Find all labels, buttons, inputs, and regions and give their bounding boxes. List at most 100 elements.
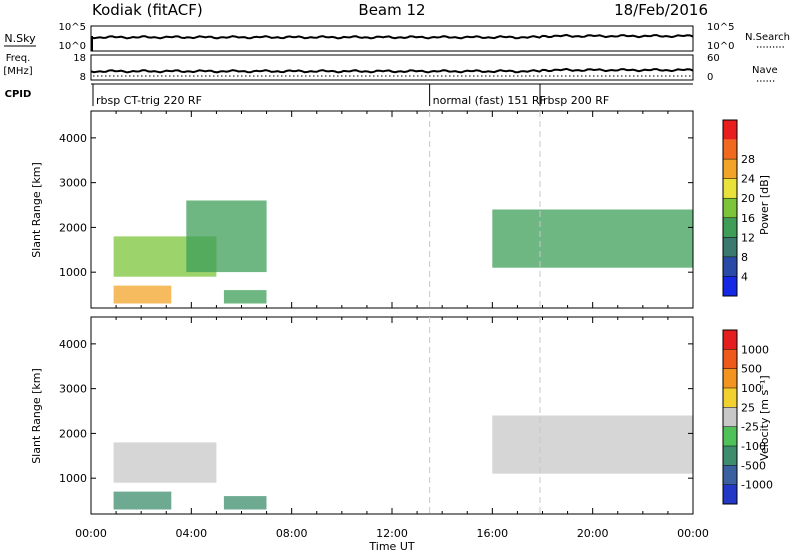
power-ytick-label-3: 4000 [59,132,87,145]
cpid-label-0: rbsp CT-trig 220 RF [96,94,202,107]
power-colorbar-cell-7 [723,256,737,277]
velocity-panel: 1000 2000 3000 4000 00:00 04:00 08:00 12:00 16:… [30,316,709,553]
power-ytick-label-2: 3000 [59,177,87,190]
nsky-right-tick-top: 10^5 [707,22,734,33]
freq-right-tick-top: 60 [707,53,720,64]
power-colorbar-label-3: 16 [741,212,755,225]
power-colorbar-cell-0 [723,120,737,140]
velocity-ytick-label-1: 2000 [59,427,87,440]
velocity-colorbar-cell-0 [723,330,737,350]
velocity-colorbar-frame [722,329,738,505]
velocity-colorbar-cell-3 [723,388,737,408]
velocity-colorbar-cell-8 [723,484,737,504]
velocity-colorbar-label-6: -500 [741,459,766,472]
velocity-colorbar-title: Velocity [m s⁻¹] [758,375,771,460]
nsky-right-tick-bottom: 10^0 [707,41,734,52]
velocity-colorbar-label-0: 1000 [741,343,769,356]
power-colorbar-cell-1 [723,139,737,160]
time-tick-label-1: 04:00 [175,527,207,540]
velocity-colorbar-cell-2 [723,368,737,388]
power-colorbar-label-6: 28 [741,153,755,166]
velocity-ytick-label-3: 4000 [59,338,87,351]
time-tick-label-0: 00:00 [75,527,107,540]
nsky-label: N.Sky [4,32,36,45]
power-panel: 1000 2000 3000 4000 Slant Range [km] [30,110,694,309]
velocity-colorbar-cell-7 [723,465,737,485]
velocity-colorbar-label-7: -1000 [741,479,773,492]
velocity-echo-region-2 [223,496,267,510]
freq-trace [90,67,694,74]
velocity-colorbar-label-2: 100 [741,382,762,395]
velocity-x-axis: 00:00 04:00 08:00 12:00 16:00 20:00 00:00 [75,317,709,540]
velocity-ytick-label-2: 3000 [59,383,87,396]
velocity-vlines [429,317,541,514]
velocity-colorbar-label-4: -25 [741,421,759,434]
cpid-label-2: rbsp 200 RF [543,94,609,107]
time-tick-label-4: 16:00 [476,527,508,540]
cpid-label-1: normal (fast) 151 RF [433,94,546,107]
velocity-y-axis: 1000 2000 3000 4000 [59,338,693,485]
velocity-colorbar-label-5: -100 [741,440,766,453]
power-ylabel: Slant Range [km] [30,162,43,258]
time-tick-label-5: 20:00 [577,527,609,540]
time-tick-label-2: 08:00 [276,527,308,540]
velocity-ytick-label-0: 1000 [59,472,87,485]
power-colorbar-label-0: 4 [741,270,748,283]
power-colorbar-frame [722,119,738,297]
velocity-echo-region-1 [113,491,172,510]
nave-label: Nave [752,65,778,76]
cpid-label: CPID [5,89,32,100]
cpid-strip: CPID rbsp CT-trig 220 RF normal (fast) 15… [5,83,693,107]
cpid-segments: rbsp CT-trig 220 RF normal (fast) 151 RFr… [92,84,609,107]
power-colorbar-cell-8 [723,276,737,296]
velocity-colorbar-cell-1 [723,349,737,369]
power-colorbar: 4 8 12 16 20 24 28 [722,119,755,297]
beam-title: Beam 12 [358,1,425,19]
power-colorbar-title: Power [dB] [758,175,771,235]
power-colorbar-cell-2 [723,159,737,179]
nsky-left-tick-top: 10^5 [59,22,86,33]
velocity-colorbar-label-3: 25 [741,401,755,414]
power-colorbar-label-1: 8 [741,251,748,264]
nsky-left-tick-bottom: 10^0 [59,41,86,52]
power-x-ticks [90,111,694,308]
freq-panel: Freq. [MHz] 18 8 60 0 Nave [3,53,777,83]
velocity-ylabel: Slant Range [km] [30,368,43,464]
freq-label-line1: Freq. [6,53,31,64]
power-colorbar-cell-6 [723,237,737,257]
power-ytick-label-1: 2000 [59,221,87,234]
velocity-colorbar-cell-5 [723,426,737,446]
time-tick-label-6: 00:00 [677,527,709,540]
power-echo-region-4 [492,209,693,268]
freq-label-line2: [MHz] [3,66,32,77]
power-colorbar-cell-3 [723,178,737,199]
date-title: 18/Feb/2016 [614,1,708,19]
time-tick-label-3: 12:00 [376,527,408,540]
power-echo-region-2 [186,200,267,273]
power-echo-region-3 [223,290,267,304]
freq-left-tick-bottom: 8 [80,72,86,83]
freq-left-tick-top: 18 [73,53,86,64]
power-colorbar-label-5: 24 [741,173,755,186]
power-colorbar-cell-5 [723,217,737,238]
velocity-colorbar: 1000 500 100 25 -25 -100 -500 -1000 [722,329,773,505]
velocity-echo-regions [113,415,693,510]
nsky-panel: N.Sky 10^5 10^0 10^5 10^0 N.Search [4,22,790,52]
velocity-colorbar-cell-4 [723,407,737,427]
velocity-echo-region-3 [492,415,693,474]
velocity-echo-region-0 [113,442,217,483]
nsky-trace [90,33,694,40]
power-y-axis: 1000 2000 3000 4000 [59,132,693,279]
velocity-colorbar-cell-6 [723,446,737,466]
station-title: Kodiak (fitACF) [92,1,203,19]
velocity-colorbar-label-1: 500 [741,363,762,376]
power-ytick-label-0: 1000 [59,266,87,279]
time-axis-label: Time UT [368,540,414,553]
power-echo-regions [113,200,693,304]
power-colorbar-label-2: 12 [741,231,755,244]
freq-frame [90,54,694,81]
power-colorbar-label-4: 20 [741,192,755,205]
nsearch-label: N.Search [745,32,790,43]
power-colorbar-cell-4 [723,198,737,218]
